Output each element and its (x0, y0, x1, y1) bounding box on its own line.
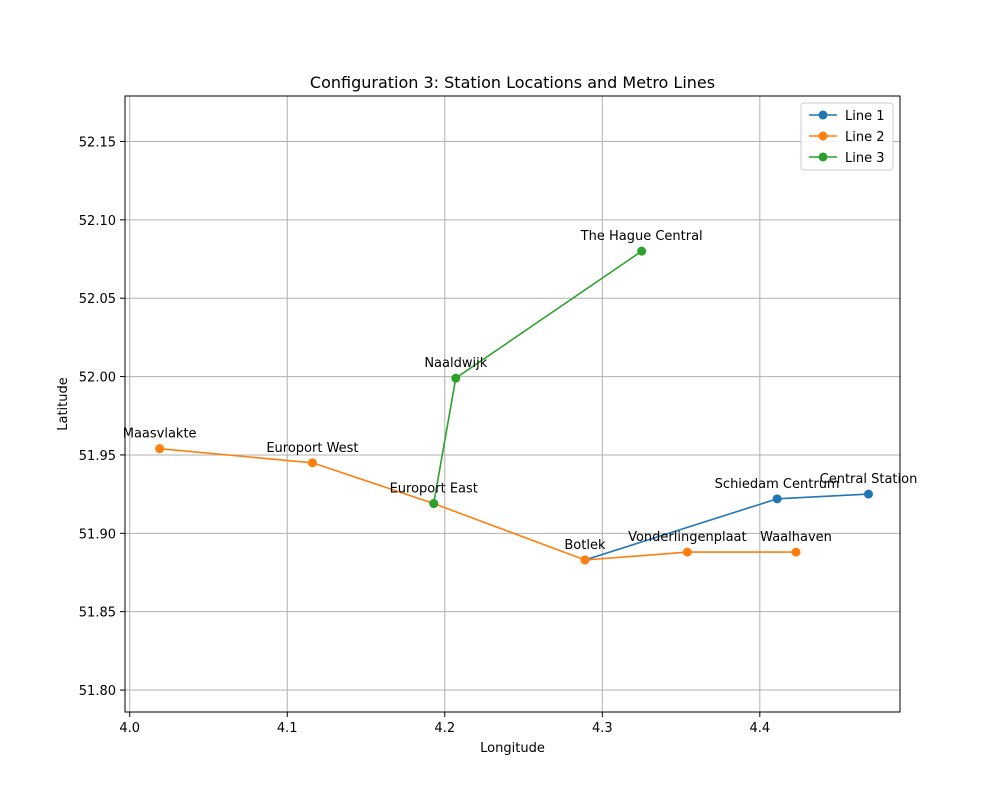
station-label: Europort East (390, 482, 478, 497)
x-tick-label: 4.3 (592, 721, 613, 736)
y-tick-label: 51.80 (79, 684, 116, 699)
y-tick-label: 51.90 (79, 527, 116, 542)
legend-marker (818, 152, 828, 162)
y-axis-label: Latitude (56, 377, 71, 431)
series-1 (580, 489, 873, 565)
station-label: Botlek (564, 538, 606, 553)
x-axis-label: Longitude (480, 741, 545, 756)
station-label: Maasvlakte (123, 427, 197, 442)
data-point (580, 555, 590, 565)
data-point (155, 444, 165, 454)
legend: Line 1 Line 2 Line 3 (800, 102, 894, 171)
grid (125, 96, 900, 712)
plot-frame (124, 95, 901, 713)
data-point (307, 458, 317, 468)
station-label: Schiedam Centrum (715, 477, 840, 492)
data-point (637, 246, 647, 256)
station-label: Naaldwijk (424, 356, 487, 371)
data-point (791, 547, 801, 557)
data-point (451, 373, 461, 383)
x-tick-label: 4.1 (277, 721, 298, 736)
y-tick-label: 52.15 (79, 135, 116, 150)
data-point (682, 547, 692, 557)
legend-label: Line 2 (845, 130, 885, 145)
series-layer (155, 246, 873, 565)
series-line (432, 250, 643, 504)
station-label: Europort West (266, 441, 358, 456)
legend-label: Line 3 (845, 151, 885, 166)
data-point (772, 494, 782, 504)
y-tick-label: 52.05 (79, 292, 116, 307)
station-labels: Maasvlakte Europort West Europort East Naal… (123, 229, 918, 553)
data-point (429, 499, 439, 509)
axes: 4.0 4.1 4.2 4.3 4.4 51.80 51.85 51.90 51.95 52.00… (79, 95, 901, 736)
x-tick-label: 4.4 (749, 721, 770, 736)
station-label: Central Station (820, 472, 918, 487)
legend-marker (818, 131, 828, 141)
x-tick-label: 4.2 (434, 721, 455, 736)
x-tick-label: 4.0 (119, 721, 140, 736)
station-label: The Hague Central (580, 229, 703, 244)
chart-title: Configuration 3: Station Locations and M… (310, 73, 715, 92)
series-line (584, 493, 869, 561)
y-tick-label: 51.95 (79, 449, 116, 464)
legend-marker (818, 110, 828, 120)
y-tick-label: 52.00 (79, 371, 116, 386)
station-label: Vonderlingenplaat (628, 530, 747, 545)
y-tick-label: 51.85 (79, 606, 116, 621)
series-3 (429, 246, 647, 509)
station-label: Waalhaven (760, 530, 832, 545)
series-line (159, 447, 796, 561)
y-tick-label: 52.10 (79, 214, 116, 229)
series-2 (155, 444, 801, 565)
data-point (863, 489, 873, 499)
legend-label: Line 1 (845, 109, 885, 124)
